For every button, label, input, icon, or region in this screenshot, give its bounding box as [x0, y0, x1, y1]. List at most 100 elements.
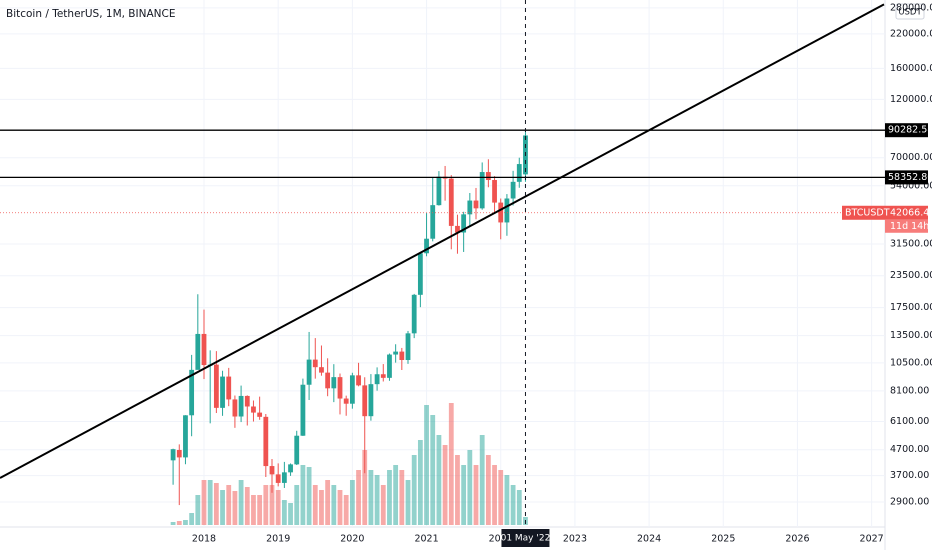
y-tick-label: 31500.00	[890, 239, 932, 250]
volume-bar	[387, 470, 392, 525]
volume-bar	[232, 491, 238, 525]
volume-bar	[257, 495, 263, 525]
candle-body	[263, 416, 269, 467]
candle-body	[201, 333, 207, 366]
currency-button[interactable]	[895, 3, 925, 20]
volume-bar	[263, 485, 269, 525]
candle-body	[312, 359, 318, 368]
candle-body	[343, 398, 349, 404]
volume-bar	[244, 487, 250, 525]
x-tick-label: 2018	[192, 534, 216, 545]
candle-body	[399, 351, 405, 361]
candle-body	[269, 466, 275, 475]
x-tick-label: 2025	[711, 534, 735, 545]
candle-body	[448, 178, 454, 226]
candle-body	[183, 415, 188, 458]
x-tick-label: 2021	[414, 534, 438, 545]
volume-bar	[510, 485, 516, 525]
volume-bar	[201, 480, 207, 525]
x-tick-label: 2020	[340, 534, 364, 545]
volume-bar	[374, 475, 380, 525]
y-tick-label: 120000.00	[890, 94, 932, 105]
currency-label[interactable]: USDT	[898, 8, 922, 18]
x-tick-label: 2023	[563, 534, 587, 545]
candle-body	[170, 449, 176, 461]
candle-body	[325, 372, 331, 389]
candle-body	[424, 238, 429, 254]
volume-bar	[368, 470, 374, 525]
candle-body	[368, 384, 374, 417]
volume-bar	[498, 470, 504, 525]
volume-bar	[207, 480, 213, 525]
volume-bar	[176, 521, 182, 525]
candle-body	[473, 200, 479, 209]
candle-body	[510, 181, 516, 199]
price-tag	[842, 205, 928, 220]
volume-bar	[399, 470, 405, 525]
hline-label: 90282.58	[888, 125, 932, 136]
candle-body	[356, 375, 361, 386]
candle-body	[430, 205, 436, 239]
volume-bar	[430, 415, 436, 525]
y-tick-label: 23500.00	[890, 270, 932, 281]
volume-bar	[473, 465, 479, 525]
candle-body	[257, 412, 263, 417]
candle-body	[281, 472, 287, 483]
trendline	[0, 3, 885, 479]
volume-bar	[325, 480, 331, 525]
volume-bar	[436, 435, 442, 525]
volume-bar	[516, 490, 522, 525]
volume-bar	[275, 490, 281, 525]
volume-bar	[226, 485, 232, 525]
volume-bar	[393, 465, 399, 525]
volume-bar	[269, 485, 275, 525]
candle-body	[195, 333, 201, 370]
volume-bar	[337, 490, 343, 525]
price-symbol: BTCUSDT	[845, 207, 890, 218]
volume-bar	[331, 485, 337, 525]
candle-body	[319, 367, 324, 373]
x-tick-label: 2027	[860, 534, 884, 545]
x-tick-label: 2022	[489, 534, 513, 545]
volume-bar	[288, 503, 293, 525]
candle-body	[516, 164, 522, 182]
candle-body	[380, 374, 386, 378]
y-tick-label: 54000.00	[890, 180, 932, 191]
volume-bar	[356, 470, 361, 525]
candle-body	[417, 253, 423, 295]
candle-body	[189, 369, 195, 416]
candle-body	[485, 172, 491, 181]
hline-label: 58352.80	[888, 172, 932, 183]
plot	[0, 0, 885, 527]
volume-bar	[442, 445, 448, 525]
volume-bar	[455, 455, 460, 525]
y-tick-label: 280000.00	[890, 2, 932, 13]
candle-body	[275, 474, 281, 483]
chart-title: Bitcoin / TetherUS, 1M, BINANCE	[6, 8, 175, 20]
volume-bar	[343, 495, 349, 525]
volume-bar	[485, 455, 491, 525]
volume-bar	[238, 480, 244, 525]
y-tick-label: 17500.00	[890, 302, 932, 313]
y-tick-label: 6100.00	[890, 416, 929, 427]
candle-body	[238, 395, 244, 417]
volume-bar	[251, 495, 256, 525]
candle-body	[349, 375, 355, 404]
volume-bar	[380, 485, 386, 525]
y-tick-label: 8100.00	[890, 385, 929, 396]
volume-bar	[492, 465, 497, 525]
volume-bar	[183, 520, 188, 525]
volume-bar	[312, 485, 318, 525]
y-tick-label: 10500.00	[890, 357, 932, 368]
volume-bar	[467, 450, 473, 525]
candle-body	[294, 435, 300, 465]
candle-body	[393, 351, 399, 355]
candle-body	[226, 376, 232, 400]
volume-bar	[448, 403, 454, 525]
volume-bar	[281, 500, 287, 525]
price-label: 42066.45	[890, 207, 932, 218]
volume-bar	[189, 513, 195, 525]
crosshair-label: 01 May '22	[501, 534, 551, 544]
candle-body	[374, 374, 380, 385]
candle-body	[288, 464, 293, 473]
